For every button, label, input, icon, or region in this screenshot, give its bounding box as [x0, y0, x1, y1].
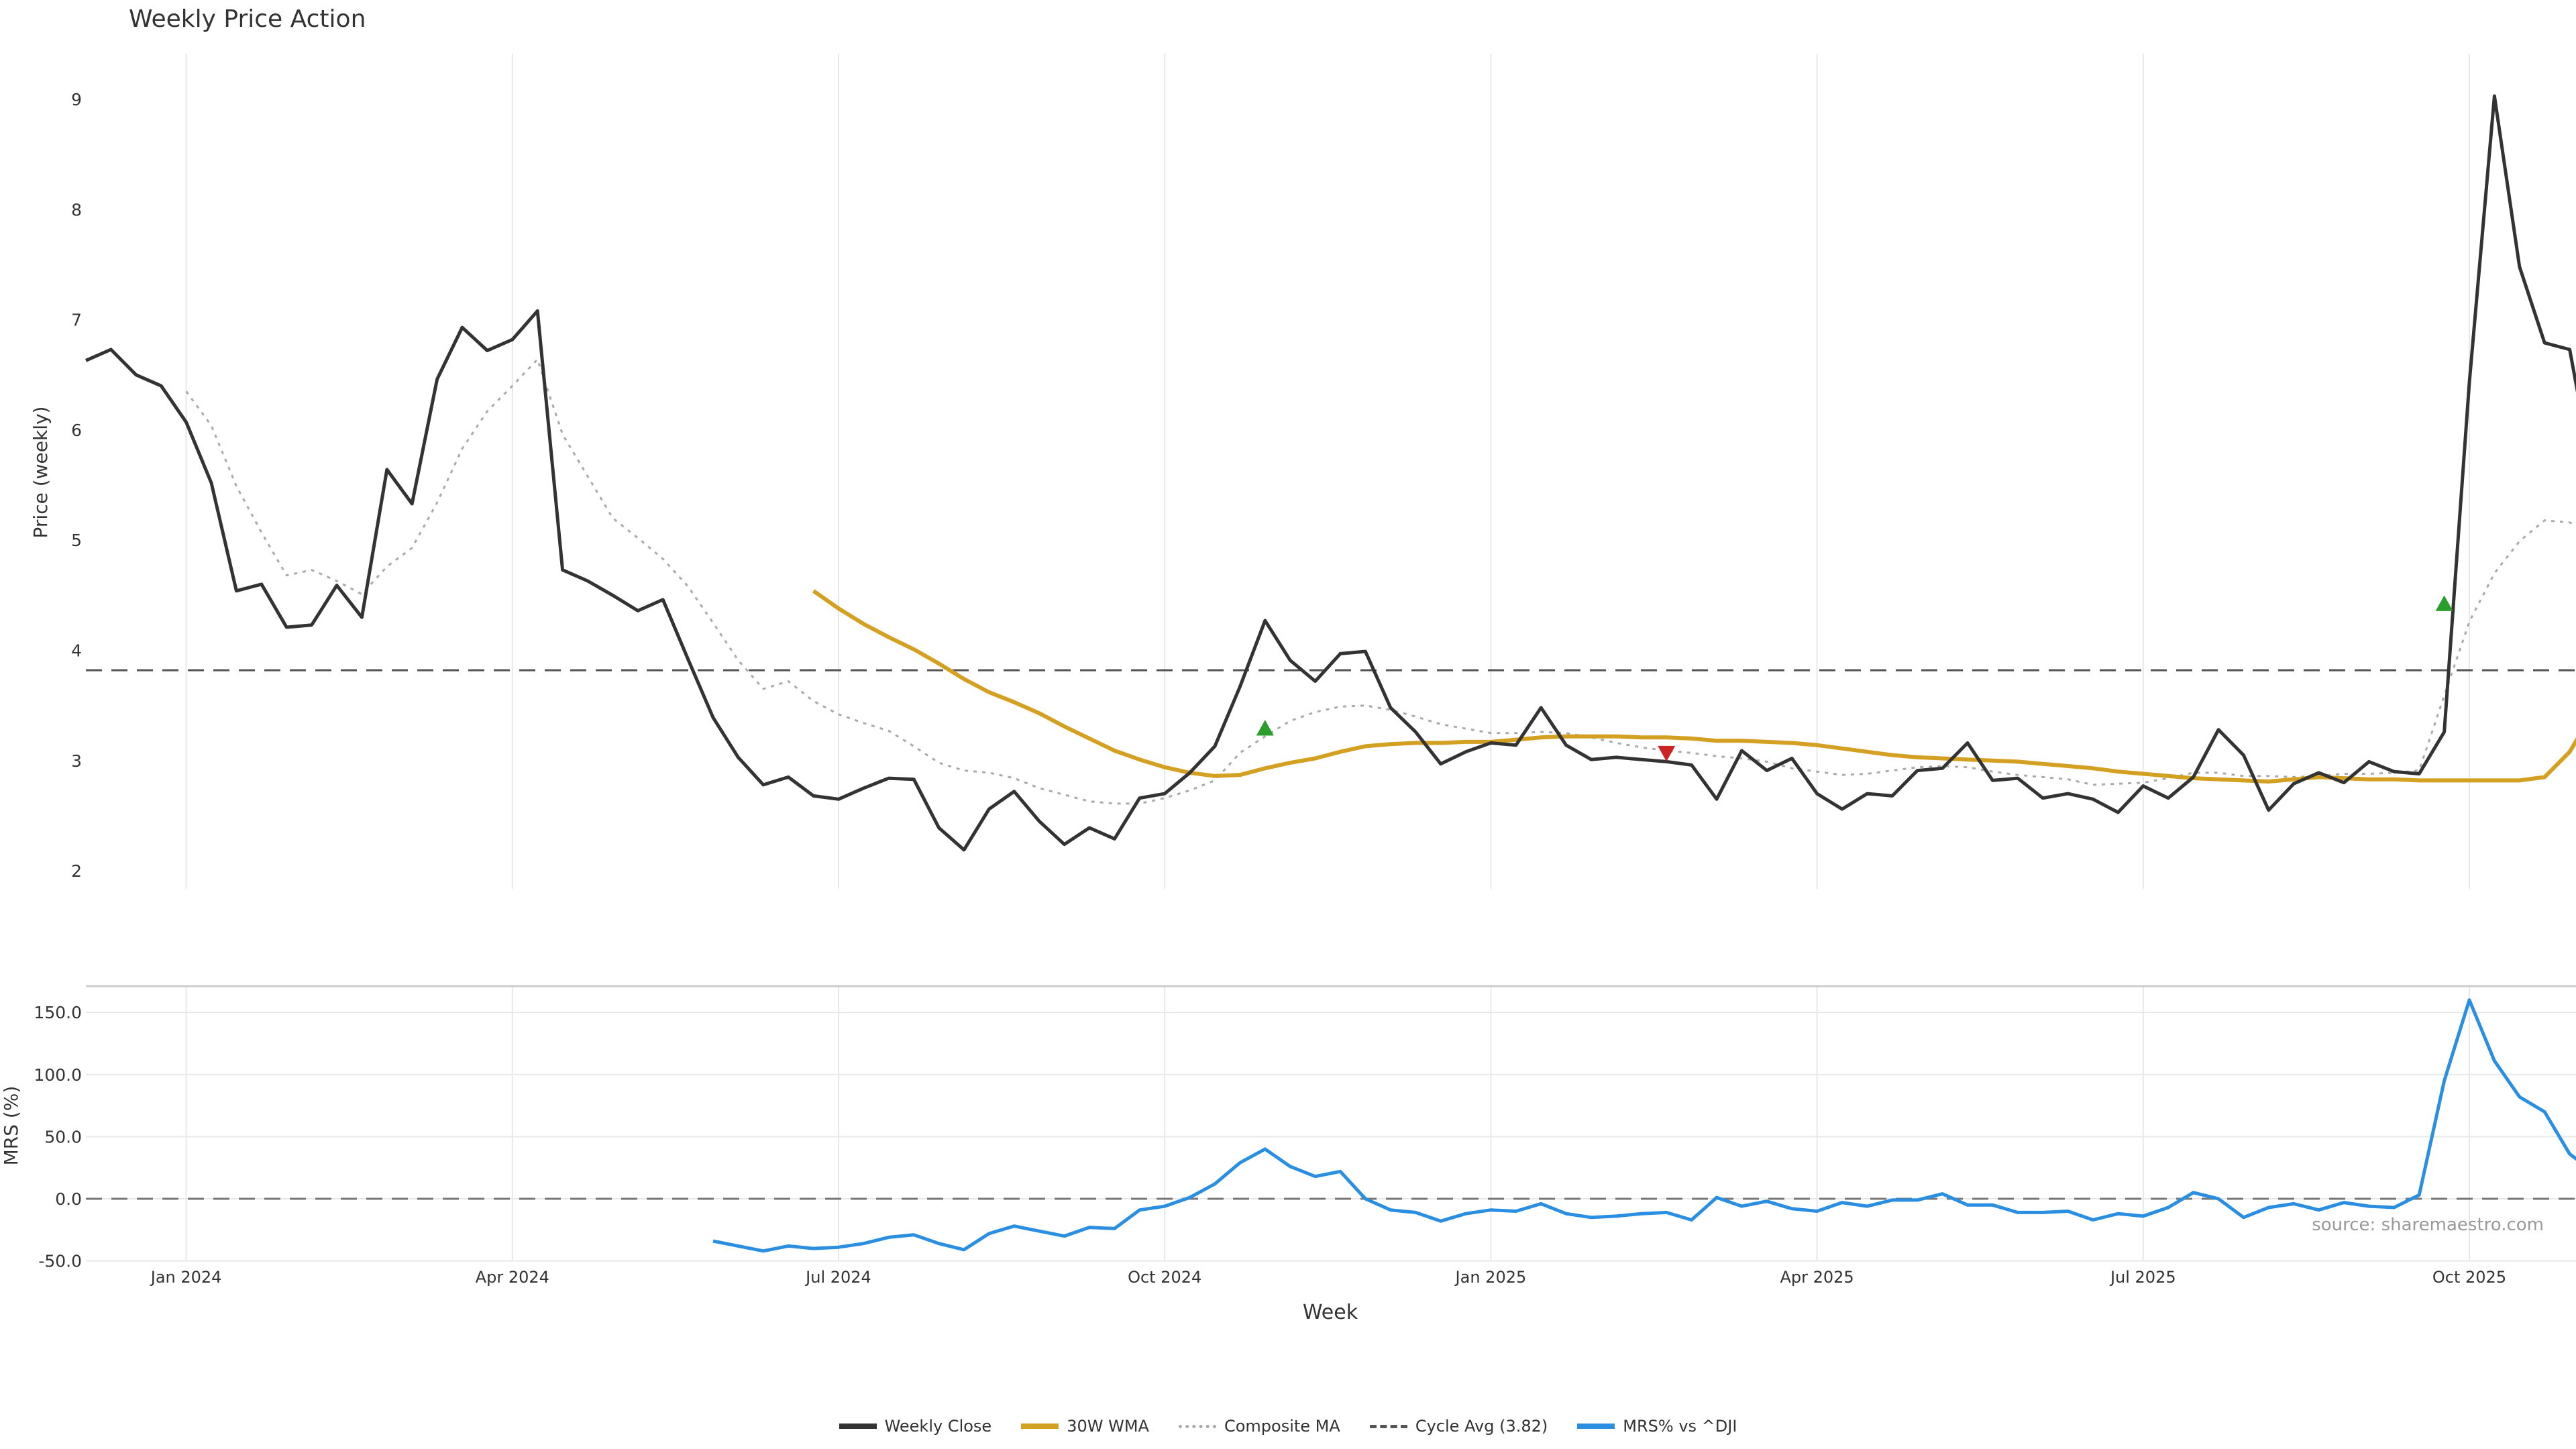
x-tick-label: Apr 2025 [1780, 1268, 1854, 1287]
mrs-series-group [712, 998, 2576, 1253]
signal-markers [1256, 595, 2453, 762]
mrs-y-tick-label: 50.0 [44, 1127, 82, 1146]
legend-item: MRS% vs ^DJI [1577, 1417, 1737, 1436]
source-note: source: sharemaestro.com [2312, 1215, 2544, 1235]
mrs-line [712, 998, 2576, 1253]
x-tick-label: Jul 2024 [804, 1268, 871, 1287]
x-axis-label: Week [1303, 1301, 1358, 1324]
x-tick-label: Jan 2025 [1454, 1268, 1527, 1287]
legend-item: 30W WMA [1021, 1417, 1149, 1436]
price-y-ticks: 2 3 4 5 6 7 8 9 [71, 90, 82, 881]
wma-30w-line [812, 589, 2576, 784]
composite-ma-line [185, 358, 2576, 805]
legend-swatch [1369, 1424, 1407, 1428]
x-tick-label: Apr 2024 [476, 1268, 549, 1287]
x-tick-label: Oct 2024 [1128, 1268, 1201, 1287]
x-ticks: Jan 2024 Apr 2024 Jul 2024 Oct 2024 Jan 2025… [150, 1268, 2506, 1287]
legend-label: MRS% vs ^DJI [1623, 1417, 1737, 1436]
x-tick-label: Jan 2024 [150, 1268, 222, 1287]
price-series-group [85, 94, 2576, 852]
legend-label: Composite MA [1224, 1417, 1340, 1436]
mrs-y-tick-label: -50.0 [38, 1252, 82, 1271]
legend-swatch [839, 1424, 877, 1429]
legend-swatch [1577, 1424, 1615, 1429]
price-y-axis-label: Price (weekly) [30, 407, 52, 539]
legend-swatch [1021, 1424, 1059, 1429]
price-y-tick-label: 4 [71, 641, 82, 661]
price-y-tick-label: 9 [71, 90, 82, 109]
price-y-tick-label: 3 [71, 751, 82, 771]
buy-signal-marker [1256, 720, 1274, 736]
price-y-tick-label: 8 [71, 200, 82, 219]
legend-item: Weekly Close [839, 1417, 992, 1436]
x-tick-label: Oct 2025 [2432, 1268, 2506, 1287]
legend-label: Cycle Avg (3.82) [1415, 1417, 1548, 1436]
mrs-gridlines [86, 986, 2576, 1262]
legend-item: Composite MA [1178, 1417, 1340, 1436]
price-gridlines [185, 54, 2470, 889]
mrs-y-tick-label: 0.0 [55, 1189, 82, 1209]
weekly-close-line [85, 94, 2576, 852]
x-tick-label: Jul 2025 [2109, 1268, 2176, 1287]
legend-swatch [1178, 1424, 1216, 1428]
legend-item: Cycle Avg (3.82) [1369, 1417, 1548, 1436]
chart-title: Weekly Price Action [129, 5, 366, 33]
mrs-y-tick-label: 150.0 [34, 1003, 82, 1022]
sell-signal-marker [1658, 745, 1676, 762]
price-y-tick-label: 2 [71, 861, 82, 881]
price-y-tick-label: 5 [71, 531, 82, 550]
mrs-y-tick-label: 100.0 [34, 1065, 82, 1085]
buy-signal-marker [2435, 595, 2453, 611]
legend-label: 30W WMA [1067, 1417, 1149, 1436]
mrs-y-ticks: 150.0 100.0 50.0 0.0 -50.0 [34, 1003, 82, 1271]
price-y-tick-label: 6 [71, 421, 82, 440]
mrs-y-axis-label: MRS (%) [0, 1086, 22, 1166]
price-y-tick-label: 7 [71, 311, 82, 330]
legend-label: Weekly Close [884, 1417, 992, 1436]
legend: Weekly Close 30W WMA Composite MA Cycle Avg… [0, 1417, 2576, 1436]
